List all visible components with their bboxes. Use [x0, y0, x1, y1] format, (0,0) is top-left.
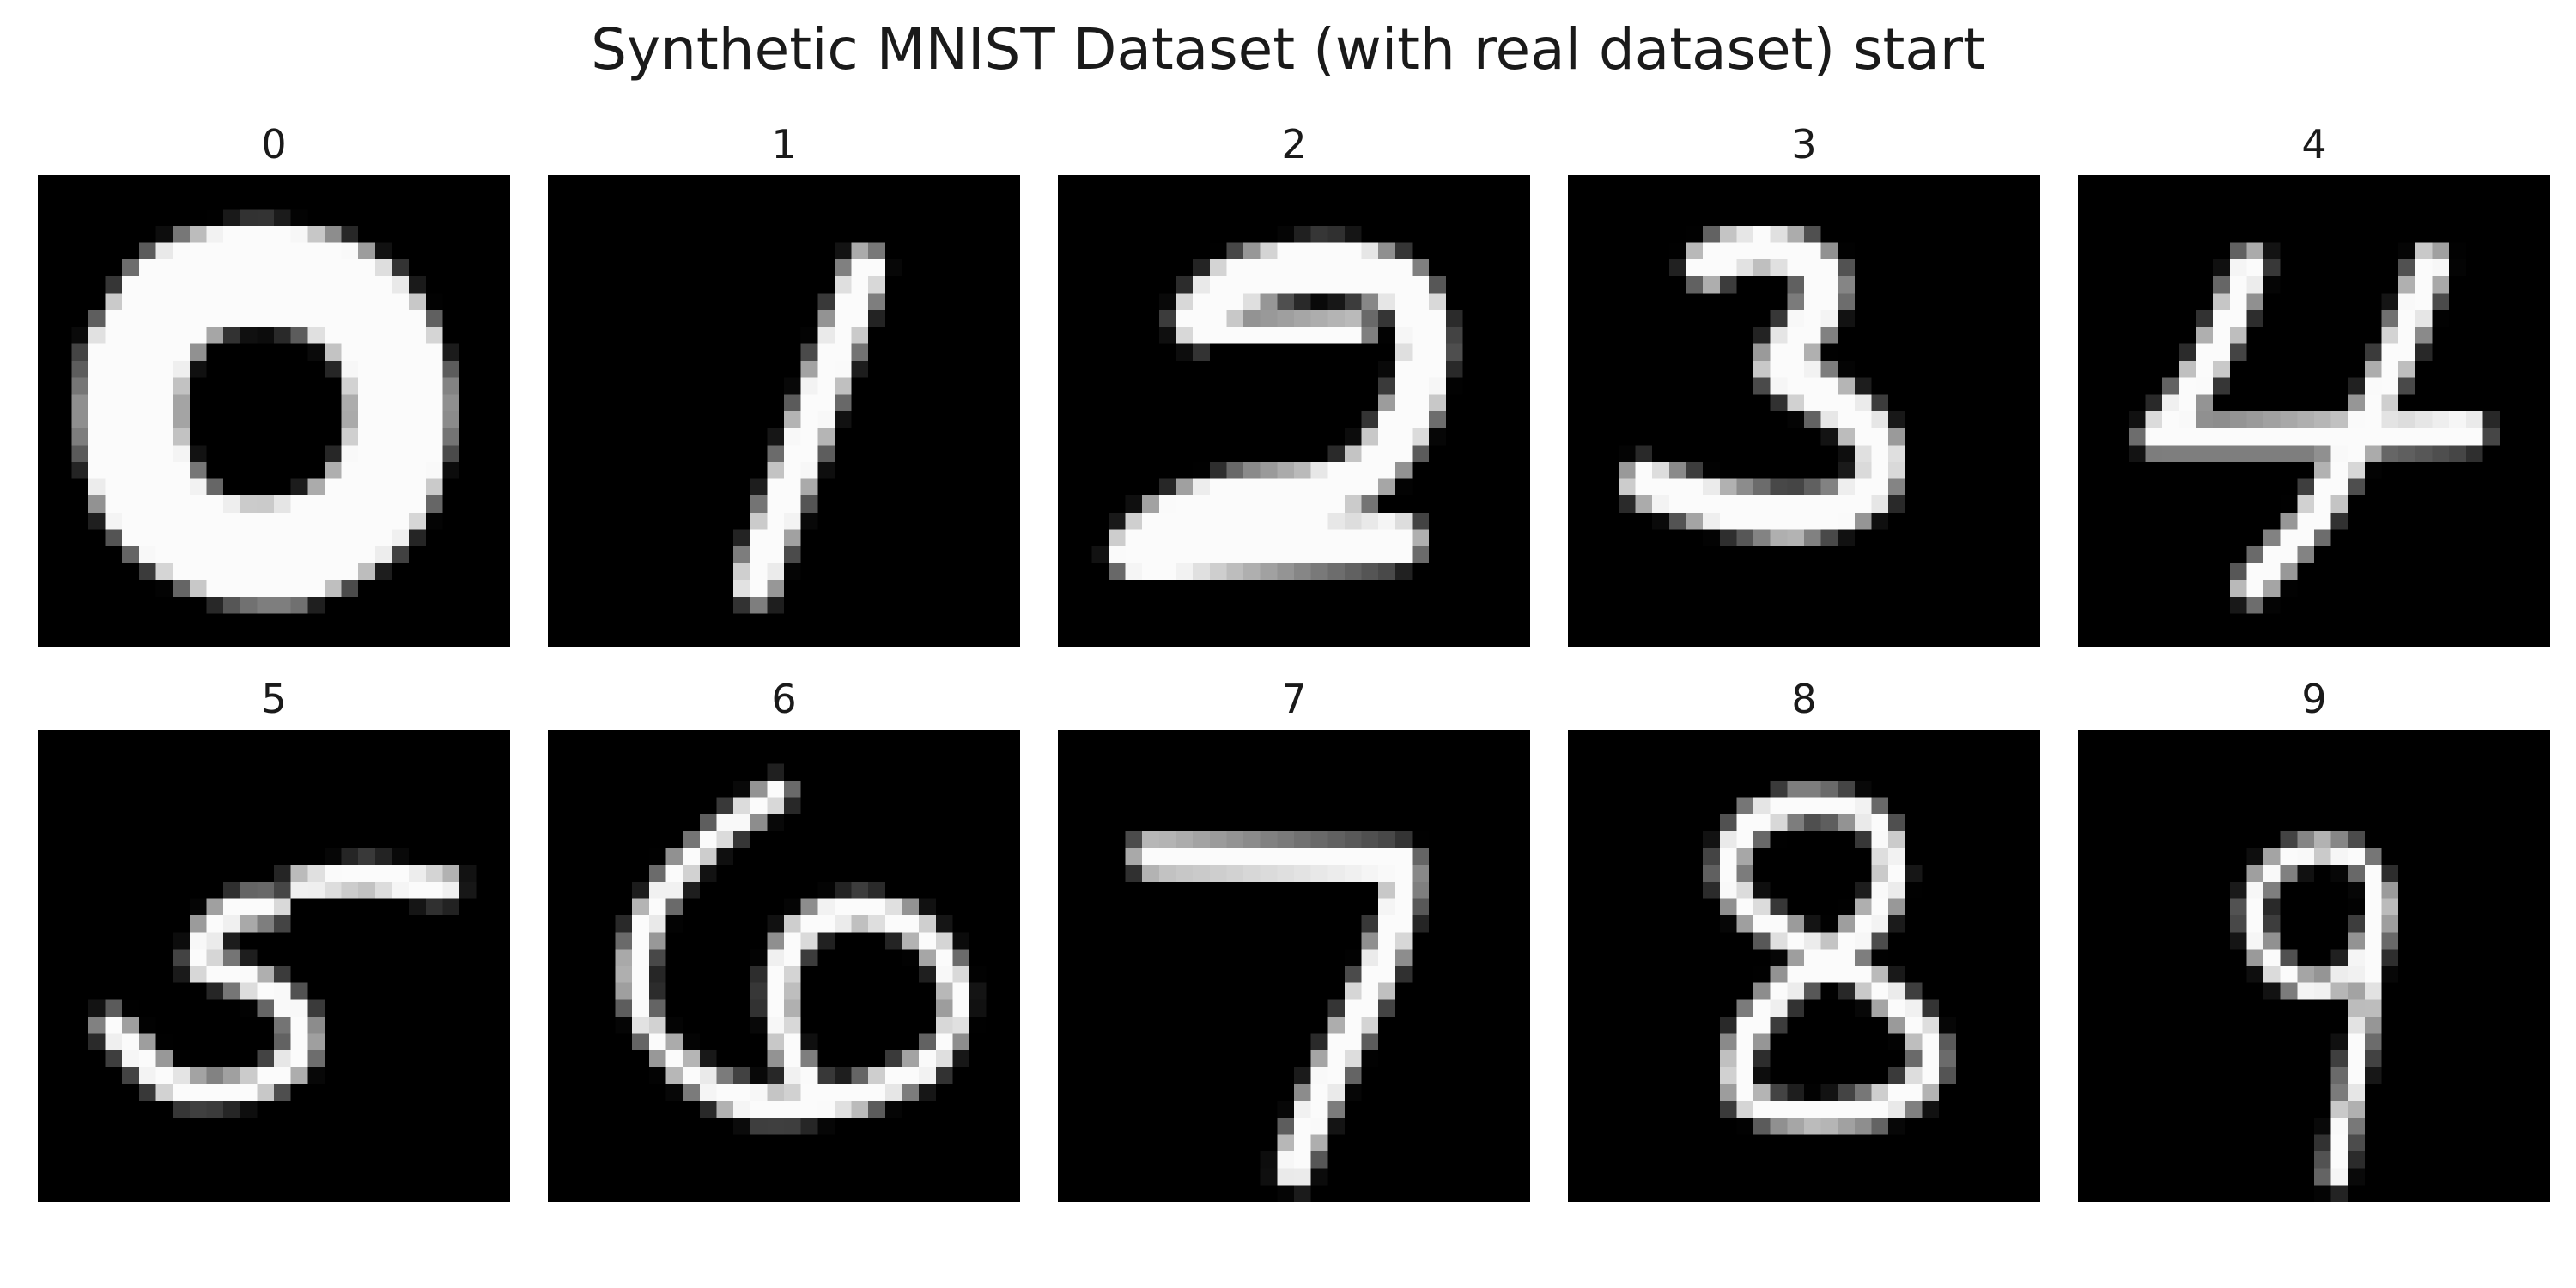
- digit-panel-7: 7: [1058, 668, 1530, 1202]
- digit-image-3: [1568, 175, 2040, 647]
- digit-panel-2: 2: [1058, 113, 1530, 647]
- digit-panel-9: 9: [2078, 668, 2550, 1202]
- digit-panel-8: 8: [1568, 668, 2040, 1202]
- digit-image-7: [1058, 730, 1530, 1202]
- digit-panel-1: 1: [548, 113, 1020, 647]
- digit-label-5: 5: [261, 676, 287, 722]
- figure-title: Synthetic MNIST Dataset (with real datas…: [591, 16, 1985, 82]
- digit-image-1: [548, 175, 1020, 647]
- digit-label-2: 2: [1281, 121, 1307, 167]
- digit-label-3: 3: [1791, 121, 1817, 167]
- digit-image-0: [38, 175, 510, 647]
- digit-image-5: [38, 730, 510, 1202]
- digit-image-9: [2078, 730, 2550, 1202]
- digit-label-0: 0: [261, 121, 287, 167]
- digit-panel-3: 3: [1568, 113, 2040, 647]
- digit-image-8: [1568, 730, 2040, 1202]
- digit-label-4: 4: [2301, 121, 2327, 167]
- digit-panel-4: 4: [2078, 113, 2550, 647]
- digit-image-2: [1058, 175, 1530, 647]
- digit-panel-0: 0: [38, 113, 510, 647]
- digit-image-6: [548, 730, 1020, 1202]
- digit-panel-6: 6: [548, 668, 1020, 1202]
- digit-label-9: 9: [2301, 676, 2327, 722]
- digit-panel-5: 5: [38, 668, 510, 1202]
- digit-label-7: 7: [1281, 676, 1307, 722]
- digit-label-1: 1: [771, 121, 797, 167]
- digit-label-6: 6: [771, 676, 797, 722]
- digit-label-8: 8: [1791, 676, 1817, 722]
- digit-image-4: [2078, 175, 2550, 647]
